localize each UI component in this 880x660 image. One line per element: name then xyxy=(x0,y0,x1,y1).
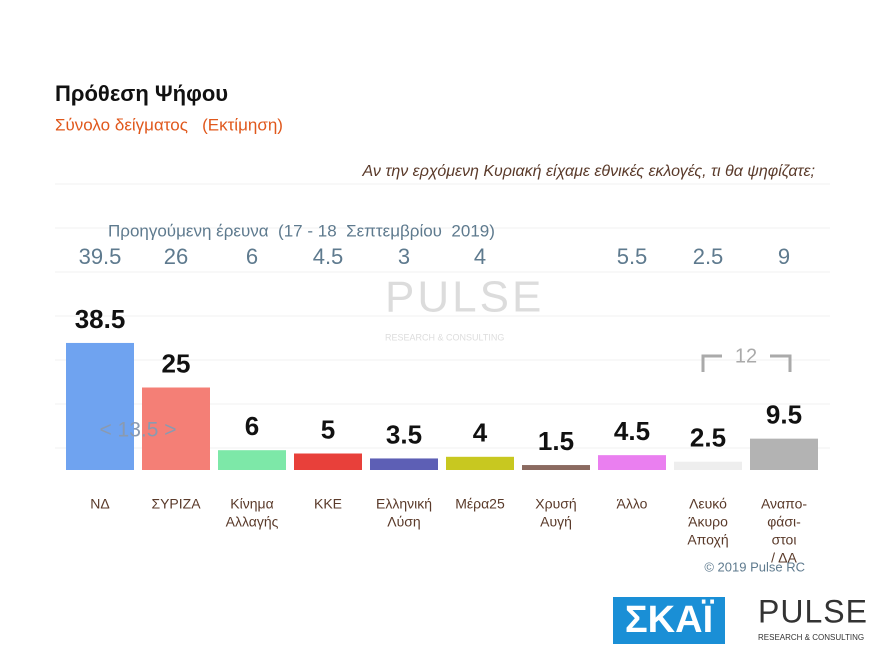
value-label: 4 xyxy=(473,418,488,448)
previous-value: 4 xyxy=(474,244,486,269)
x-tick-label: Λευκό xyxy=(689,496,727,512)
skai-logo: ΣΚΑΪ xyxy=(625,598,715,641)
x-tick-label: Μέρα25 xyxy=(455,496,505,512)
bar xyxy=(522,465,590,470)
x-tick-label: στοι xyxy=(772,532,797,548)
previous-value: 3 xyxy=(398,244,410,269)
pulse-logo: PULSE xyxy=(758,593,868,629)
x-tick-label: Λύση xyxy=(387,514,420,530)
x-tick-label: Ελληνική xyxy=(376,496,432,512)
chart-title: Πρόθεση Ψήφου xyxy=(55,81,228,106)
bar xyxy=(446,456,514,470)
bar xyxy=(142,387,210,470)
x-tick-label: Χρυσή xyxy=(535,496,576,512)
value-label: 1.5 xyxy=(538,426,574,456)
previous-value: 4.5 xyxy=(313,244,344,269)
value-label: 9.5 xyxy=(766,400,802,430)
value-label: 6 xyxy=(245,411,259,441)
value-label: 4.5 xyxy=(614,416,650,446)
previous-value: 9 xyxy=(778,244,790,269)
x-tick-label: ΣΥΡΙΖΑ xyxy=(151,496,201,512)
x-tick-label: Άκυρο xyxy=(688,514,728,530)
x-tick-label: Αποχή xyxy=(687,532,728,548)
x-tick-label: ΚΚΕ xyxy=(314,496,342,512)
bracket-label: 12 xyxy=(735,345,757,367)
value-label: 3.5 xyxy=(386,419,422,449)
bar xyxy=(66,342,134,470)
previous-value: 26 xyxy=(164,244,188,269)
bar xyxy=(598,455,666,470)
x-tick-label: Άλλο xyxy=(617,496,648,512)
x-tick-label: ΝΔ xyxy=(90,496,109,512)
watermark: PULSE RESEARCH & CONSULTING xyxy=(385,273,544,343)
pulse-logo-sub: RESEARCH & CONSULTING xyxy=(758,633,864,642)
credit: © 2019 Pulse RC xyxy=(704,559,805,574)
value-label: 38.5 xyxy=(75,304,126,334)
value-label: 25 xyxy=(162,348,191,378)
lead-annotation: < 13.5 > xyxy=(99,419,176,442)
value-label: 2.5 xyxy=(690,423,726,453)
previous-value: 5.5 xyxy=(617,244,648,269)
x-tick-label: Αναπο- xyxy=(761,496,807,512)
bar xyxy=(294,453,362,470)
previous-value: 39.5 xyxy=(79,244,122,269)
bar xyxy=(218,450,286,470)
watermark-logo: PULSE xyxy=(385,273,544,322)
subtitle: Σύνολο δείγματος (Εκτίμηση) xyxy=(55,115,283,134)
x-tick-label: Κίνημα xyxy=(230,496,273,512)
previous-value: 6 xyxy=(246,244,258,269)
watermark-sub: RESEARCH & CONSULTING xyxy=(385,332,504,342)
bar xyxy=(750,438,818,470)
x-tick-label: Αλλαγής xyxy=(226,514,279,530)
previous-label: Προηγούμενη έρευνα (17 - 18 Σεπτεμβρίου … xyxy=(108,221,495,240)
value-label: 5 xyxy=(321,414,335,444)
x-tick-label: / ΔΑ xyxy=(771,550,797,566)
x-tick-label: φάσι- xyxy=(767,514,801,530)
previous-value: 2.5 xyxy=(693,244,724,269)
question: Αν την ερχόμενη Κυριακή είχαμε εθνικές ε… xyxy=(362,163,815,180)
x-tick-label: Αυγή xyxy=(540,514,572,530)
bar xyxy=(674,461,742,470)
bar xyxy=(370,458,438,470)
bracket xyxy=(701,354,792,372)
skai-logo-bg xyxy=(613,597,725,644)
